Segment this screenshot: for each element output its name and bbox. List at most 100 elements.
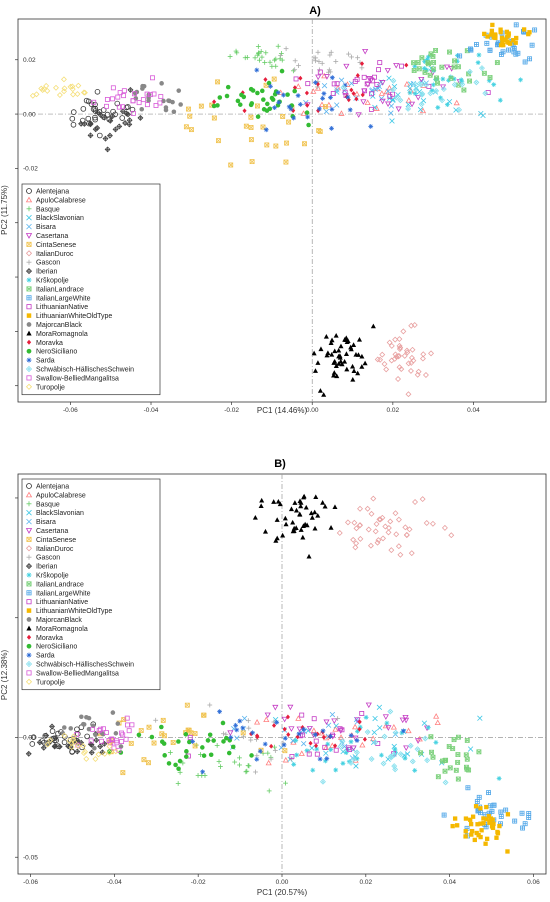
data-point: [382, 523, 389, 530]
data-point: [522, 821, 528, 827]
data-point: [232, 759, 238, 765]
data-point: [526, 31, 531, 37]
data-point: [80, 89, 87, 96]
data-point: [290, 519, 296, 525]
data-point: [403, 80, 411, 87]
data-point: [215, 103, 220, 108]
legend-label-lithuaniannative: LithuanianNative: [36, 304, 88, 311]
data-point: [353, 540, 360, 547]
data-point: [519, 810, 525, 816]
x-tick-label: 0.06: [527, 879, 540, 886]
data-point: [235, 98, 241, 104]
legend-label-casertana: Casertana: [36, 233, 68, 240]
data-point: [391, 355, 398, 362]
data-point: [92, 105, 98, 112]
legend-marker-basque: [26, 501, 32, 507]
data-point: [521, 27, 527, 32]
data-point: [312, 525, 318, 531]
data-point: [283, 159, 289, 165]
data-point: [513, 51, 519, 57]
data-point: [392, 729, 399, 736]
data-point: [119, 108, 126, 115]
data-point: [119, 739, 125, 745]
series-italianduroc: [374, 322, 435, 398]
x-tick-label: 0.00: [276, 879, 289, 886]
data-point: [532, 27, 538, 33]
data-point: [375, 537, 382, 544]
data-point: [286, 732, 291, 737]
panel-b-title: B): [274, 458, 286, 470]
data-point: [252, 55, 258, 61]
data-point: [146, 98, 151, 103]
data-point: [311, 350, 317, 356]
data-point: [425, 54, 431, 60]
panel-b-x-axis-label: PC1 (20.57%): [257, 888, 308, 897]
data-point: [392, 766, 399, 773]
data-point: [388, 357, 395, 364]
data-point: [243, 769, 249, 775]
data-point: [211, 115, 217, 121]
data-point: [137, 114, 144, 121]
data-point: [367, 542, 374, 549]
data-point: [316, 59, 322, 65]
data-point: [312, 368, 318, 373]
legend-marker-iberian: [25, 268, 33, 275]
data-point: [402, 524, 409, 531]
panel-a-x-ticks: -0.06 -0.04 -0.02 0.00 0.02 0.04: [63, 402, 480, 414]
data-point: [176, 766, 181, 772]
data-point: [141, 757, 147, 763]
data-point: [163, 107, 169, 113]
data-point: [323, 74, 331, 80]
data-point: [337, 726, 343, 732]
data-point: [272, 744, 277, 750]
data-point: [159, 739, 165, 744]
data-point: [70, 733, 77, 740]
data-point: [298, 500, 304, 505]
data-point: [343, 750, 349, 756]
legend-label-italianlargewhite: ItalianLargeWhite: [36, 590, 91, 597]
data-point: [81, 750, 87, 757]
data-point: [265, 750, 271, 756]
data-point: [121, 88, 127, 94]
data-point: [372, 86, 379, 92]
data-point: [393, 94, 400, 101]
data-point: [84, 714, 89, 720]
data-point: [331, 370, 337, 375]
legend-marker-nerosiciliano: [26, 348, 32, 354]
data-point: [255, 51, 261, 57]
data-point: [470, 814, 476, 819]
series-cintasenese: [183, 76, 328, 168]
data-point: [414, 371, 421, 378]
data-point: [270, 97, 276, 102]
data-point: [248, 137, 254, 143]
series-majorcanblack: [132, 81, 183, 115]
data-point: [439, 97, 446, 104]
data-point: [315, 360, 321, 365]
data-point: [353, 351, 359, 357]
data-point: [151, 91, 157, 97]
data-point: [364, 99, 371, 106]
legend-label-alentejana: Alentejana: [36, 189, 69, 196]
y-tick-label: 0.00: [23, 111, 36, 118]
panel-a-points: [29, 22, 538, 398]
legend-label-schwabisch-hallischesschwein: Schwäbisch-HällischesSchwein: [36, 367, 134, 374]
legend-label-iberian: Iberian: [36, 269, 58, 276]
y-tick-label: 0.00: [23, 735, 36, 742]
data-point: [407, 85, 413, 92]
data-point: [503, 807, 509, 813]
data-point: [228, 162, 234, 168]
legend-label-moravka: Moravka: [36, 340, 63, 347]
panel-b-x-ticks: -0.06 -0.04 -0.02 0.00 0.02 0.04 0.06: [23, 874, 540, 886]
data-point: [214, 743, 220, 748]
data-point: [379, 514, 386, 521]
data-point: [140, 83, 145, 89]
data-point: [275, 90, 281, 95]
data-point: [348, 759, 354, 766]
legend-marker-gascon: [26, 259, 32, 265]
data-point: [359, 65, 365, 71]
data-point: [487, 47, 493, 53]
data-point: [439, 64, 445, 70]
data-point: [364, 81, 370, 87]
data-point: [481, 816, 486, 821]
